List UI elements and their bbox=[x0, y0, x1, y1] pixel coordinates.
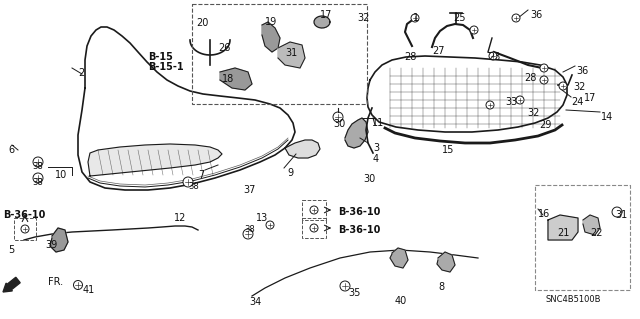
Circle shape bbox=[559, 82, 567, 90]
Circle shape bbox=[310, 224, 318, 232]
Text: 1: 1 bbox=[413, 13, 419, 23]
Text: 17: 17 bbox=[584, 93, 596, 103]
Text: 15: 15 bbox=[442, 145, 454, 155]
Text: B-15-1: B-15-1 bbox=[148, 62, 184, 72]
Text: 26: 26 bbox=[218, 43, 230, 53]
Text: 20: 20 bbox=[196, 18, 209, 28]
Circle shape bbox=[540, 64, 548, 72]
Polygon shape bbox=[278, 42, 305, 68]
Polygon shape bbox=[285, 140, 320, 158]
Circle shape bbox=[516, 96, 524, 104]
Text: B-36-10: B-36-10 bbox=[338, 225, 380, 235]
Circle shape bbox=[33, 157, 43, 167]
Polygon shape bbox=[390, 248, 408, 268]
Text: 30: 30 bbox=[363, 174, 375, 184]
Text: FR.: FR. bbox=[48, 277, 63, 287]
Text: SNC4B5100B: SNC4B5100B bbox=[545, 295, 600, 304]
Polygon shape bbox=[314, 16, 330, 28]
Text: 25: 25 bbox=[453, 13, 465, 23]
Text: 17: 17 bbox=[320, 10, 332, 20]
Text: 31: 31 bbox=[285, 48, 297, 58]
Polygon shape bbox=[437, 252, 455, 272]
Text: 40: 40 bbox=[395, 296, 407, 306]
Circle shape bbox=[411, 14, 419, 22]
Circle shape bbox=[486, 101, 494, 109]
Text: 13: 13 bbox=[256, 213, 268, 223]
Text: 2: 2 bbox=[78, 68, 84, 78]
Text: 34: 34 bbox=[249, 297, 261, 307]
Circle shape bbox=[470, 26, 478, 34]
Text: 22: 22 bbox=[590, 228, 602, 238]
Text: 38: 38 bbox=[188, 182, 199, 191]
Text: 21: 21 bbox=[557, 228, 570, 238]
Text: 7: 7 bbox=[198, 170, 204, 180]
Text: B-36-10: B-36-10 bbox=[338, 207, 380, 217]
Text: 18: 18 bbox=[222, 74, 234, 84]
Text: 32: 32 bbox=[527, 108, 540, 118]
Text: 29: 29 bbox=[539, 120, 552, 130]
Circle shape bbox=[33, 173, 43, 183]
Text: 33: 33 bbox=[505, 97, 517, 107]
Text: 37: 37 bbox=[243, 185, 255, 195]
Text: 6: 6 bbox=[8, 145, 14, 155]
Text: 31: 31 bbox=[615, 210, 627, 220]
Text: 23: 23 bbox=[488, 52, 500, 62]
Text: 38: 38 bbox=[32, 162, 43, 171]
Text: 5: 5 bbox=[8, 245, 14, 255]
Text: 27: 27 bbox=[432, 46, 445, 56]
Polygon shape bbox=[220, 68, 252, 90]
Text: 28: 28 bbox=[524, 73, 536, 83]
Text: 38: 38 bbox=[244, 225, 255, 234]
Polygon shape bbox=[345, 118, 368, 148]
Text: 24: 24 bbox=[571, 97, 584, 107]
Circle shape bbox=[21, 225, 29, 233]
Text: 32: 32 bbox=[357, 13, 369, 23]
Text: 30: 30 bbox=[333, 119, 345, 129]
Text: 16: 16 bbox=[538, 209, 550, 219]
Text: 38: 38 bbox=[32, 178, 43, 187]
Circle shape bbox=[243, 229, 253, 239]
Text: B-36-10: B-36-10 bbox=[3, 210, 45, 220]
Text: 32: 32 bbox=[573, 82, 586, 92]
Text: 36: 36 bbox=[576, 66, 588, 76]
Circle shape bbox=[540, 76, 548, 84]
Text: 19: 19 bbox=[265, 17, 277, 27]
Circle shape bbox=[310, 206, 318, 214]
Text: 12: 12 bbox=[174, 213, 186, 223]
Polygon shape bbox=[548, 215, 578, 240]
Polygon shape bbox=[88, 144, 222, 176]
FancyArrow shape bbox=[3, 277, 20, 292]
Text: 10: 10 bbox=[55, 170, 67, 180]
Text: 14: 14 bbox=[601, 112, 613, 122]
Text: 28: 28 bbox=[404, 52, 417, 62]
Text: 36: 36 bbox=[530, 10, 542, 20]
Circle shape bbox=[74, 280, 83, 290]
Circle shape bbox=[512, 14, 520, 22]
Text: B-15: B-15 bbox=[148, 52, 173, 62]
Text: 35: 35 bbox=[348, 288, 360, 298]
Polygon shape bbox=[50, 228, 68, 252]
Text: 8: 8 bbox=[438, 282, 444, 292]
Circle shape bbox=[333, 112, 343, 122]
Circle shape bbox=[340, 281, 350, 291]
Circle shape bbox=[266, 221, 274, 229]
Polygon shape bbox=[583, 215, 600, 235]
Circle shape bbox=[183, 177, 193, 187]
Text: 9: 9 bbox=[287, 168, 293, 178]
Circle shape bbox=[489, 52, 497, 60]
Text: 4: 4 bbox=[373, 154, 379, 164]
Polygon shape bbox=[262, 22, 280, 52]
Text: 41: 41 bbox=[83, 285, 95, 295]
Text: 39: 39 bbox=[45, 240, 57, 250]
Text: 3: 3 bbox=[373, 143, 379, 153]
Text: 11: 11 bbox=[372, 118, 384, 128]
